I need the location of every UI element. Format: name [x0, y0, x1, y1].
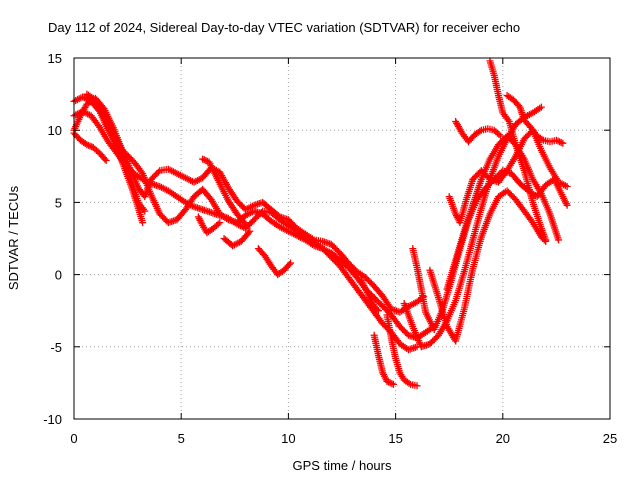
- data-point: [555, 236, 563, 244]
- data-point: [214, 220, 222, 228]
- data-point: [83, 141, 91, 149]
- series-sat-h: [194, 213, 224, 237]
- data-point: [84, 141, 92, 149]
- series-sat-f: [83, 90, 149, 215]
- x-tick-labels: 0 5 10 15 20 25: [70, 431, 617, 446]
- data-points: [70, 57, 571, 390]
- series-sat-q: [426, 187, 550, 345]
- data-point: [385, 378, 393, 386]
- data-point: [389, 380, 397, 388]
- series-sat-c: [70, 107, 421, 354]
- data-point: [137, 168, 145, 176]
- y-axis-label: SDTVAR / TECUs: [6, 185, 21, 290]
- data-point: [388, 380, 396, 388]
- data-point: [495, 131, 503, 139]
- axis-ticks: [73, 57, 611, 420]
- data-point: [537, 103, 545, 111]
- data-point: [405, 379, 413, 387]
- y-tick-label: 0: [55, 268, 62, 283]
- data-point: [86, 142, 94, 150]
- series-sat-a: [70, 94, 427, 316]
- y-tick-label: -10: [43, 412, 62, 427]
- x-tick-label: 20: [496, 431, 510, 446]
- data-point: [242, 220, 250, 228]
- x-tick-label: 5: [178, 431, 185, 446]
- series-sat-n: [400, 103, 545, 351]
- data-point: [542, 236, 550, 244]
- data-point: [413, 382, 421, 390]
- series-sat-u: [503, 92, 567, 147]
- data-point: [102, 157, 110, 165]
- y-tick-label: -5: [50, 340, 62, 355]
- data-point: [245, 229, 253, 237]
- series-sat-i: [220, 227, 254, 250]
- data-point: [240, 219, 248, 227]
- data-point: [386, 379, 394, 387]
- data-point: [563, 201, 571, 209]
- data-point: [373, 305, 381, 313]
- data-point: [497, 132, 505, 140]
- data-point: [287, 259, 295, 267]
- data-point: [554, 137, 562, 145]
- grid-lines: [74, 58, 610, 419]
- data-point: [200, 156, 208, 164]
- series-sat-r: [445, 126, 571, 227]
- x-axis-label: GPS time / hours: [293, 458, 392, 473]
- series-sat-k: [357, 276, 382, 315]
- x-tick-label: 0: [70, 431, 77, 446]
- series-sat-l: [383, 311, 421, 390]
- data-point: [154, 168, 162, 176]
- y-tick-labels: -10 -5 0 5 10 15: [43, 51, 62, 427]
- y-tick-label: 10: [48, 123, 62, 138]
- x-tick-label: 10: [281, 431, 295, 446]
- series-sat-t: [452, 118, 505, 146]
- series-sat-g: [199, 155, 250, 228]
- data-point: [246, 227, 254, 235]
- data-point: [202, 157, 210, 165]
- series-sat-s: [486, 57, 550, 244]
- data-point: [383, 377, 391, 385]
- data-point: [257, 209, 265, 217]
- y-tick-label: 5: [55, 195, 62, 210]
- plot-frame: [73, 57, 611, 420]
- data-point: [285, 260, 293, 268]
- data-point: [563, 183, 571, 191]
- data-point: [139, 219, 147, 227]
- data-point: [216, 219, 224, 227]
- series-sat-p: [443, 132, 563, 293]
- series-sat-m: [370, 331, 397, 388]
- data-point: [199, 155, 207, 163]
- data-point: [557, 138, 565, 146]
- data-point: [552, 136, 560, 144]
- y-tick-label: 15: [48, 51, 62, 66]
- data-point: [476, 127, 484, 135]
- data-point: [538, 135, 546, 143]
- x-tick-label: 25: [603, 431, 617, 446]
- series-sat-o: [409, 167, 571, 333]
- data-point: [374, 307, 382, 315]
- data-point: [141, 207, 149, 215]
- data-point: [556, 138, 564, 146]
- chart-title: Day 112 of 2024, Sidereal Day-to-day VTE…: [48, 20, 520, 35]
- x-tick-label: 15: [388, 431, 402, 446]
- data-point: [101, 155, 109, 163]
- data-point: [559, 139, 567, 147]
- series-sat-j: [254, 245, 295, 279]
